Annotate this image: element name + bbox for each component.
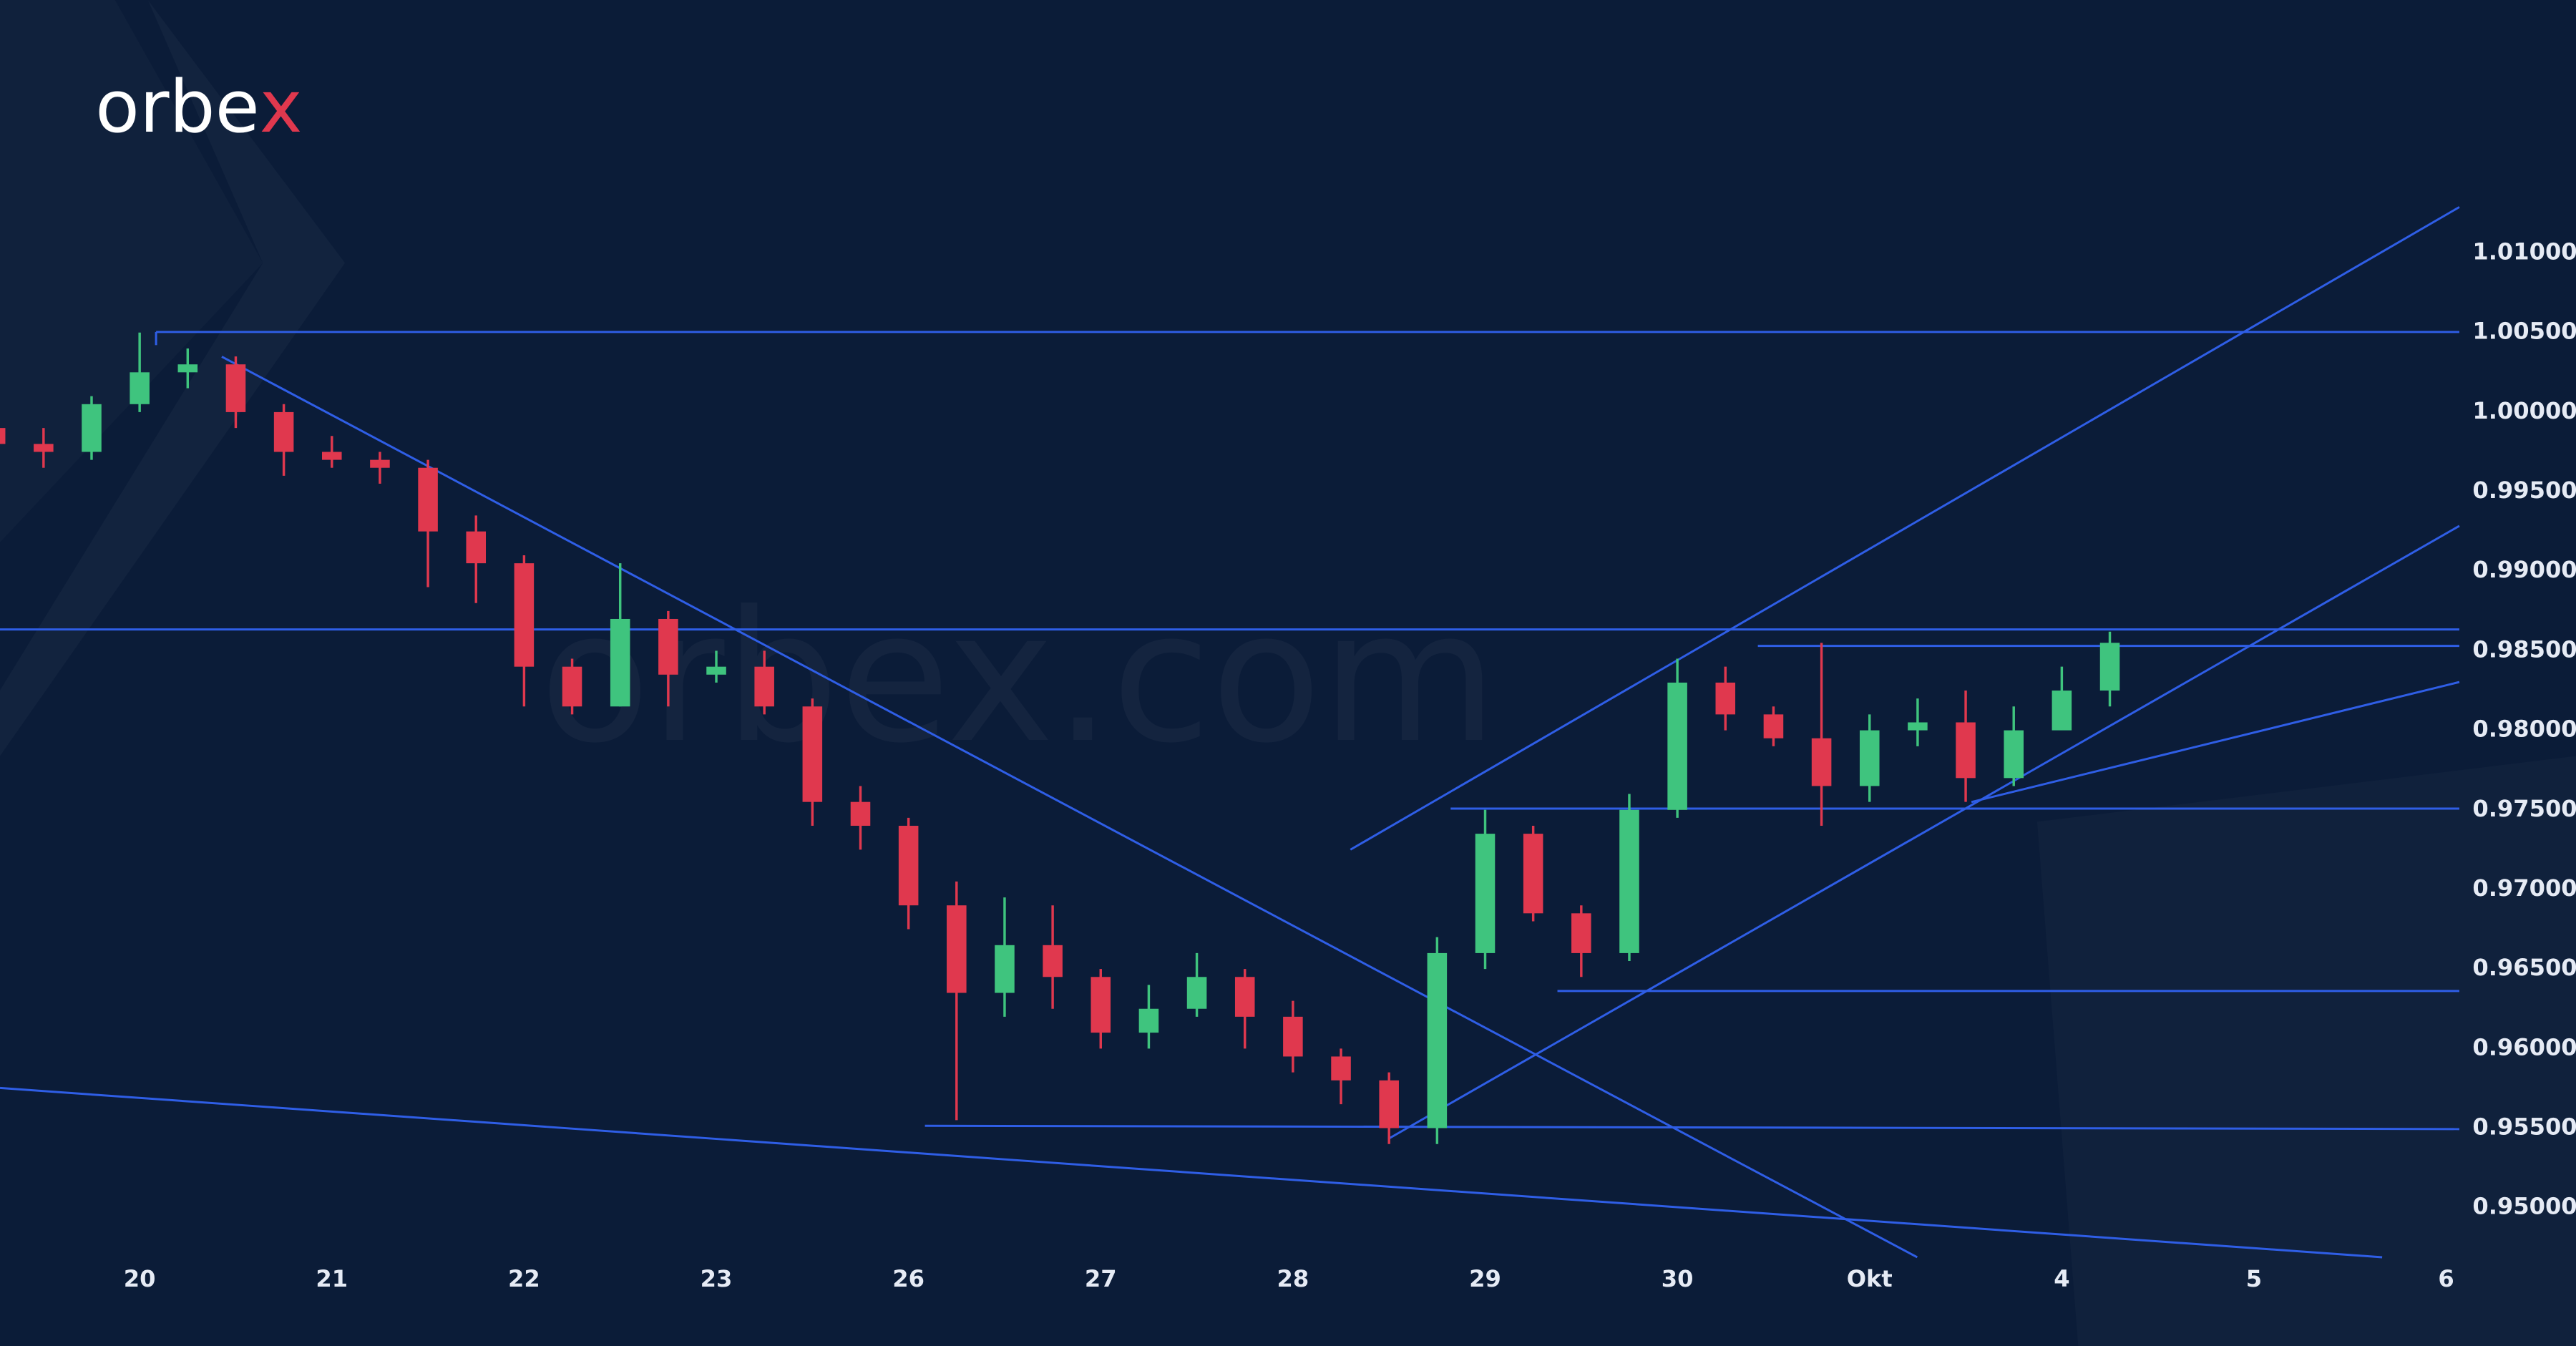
- candle-body: [1571, 913, 1591, 953]
- y-tick-label: 0.98500: [2472, 635, 2576, 663]
- y-tick-label: 0.95000: [2472, 1193, 2576, 1220]
- candle-body: [466, 531, 487, 564]
- x-tick-label: 21: [316, 1265, 348, 1292]
- candle-body: [418, 467, 438, 532]
- candle-body: [850, 801, 871, 826]
- candle-body: [1763, 714, 1784, 738]
- candle-body: [1715, 682, 1736, 715]
- trend-line: [0, 1086, 2383, 1259]
- candle-body: [2099, 643, 2120, 691]
- y-tick-label: 0.96000: [2472, 1033, 2576, 1060]
- candle-body: [1283, 1016, 1303, 1057]
- trend-line: [221, 356, 1918, 1259]
- channel-line: [1350, 206, 2460, 851]
- candle-body: [754, 666, 774, 707]
- candle-body: [82, 404, 102, 452]
- candle-body: [2051, 691, 2072, 731]
- x-tick-label: 23: [701, 1265, 733, 1292]
- candle-body: [370, 459, 390, 468]
- candle-body: [802, 706, 823, 802]
- y-tick-label: 0.98000: [2472, 716, 2576, 743]
- candle-body: [1186, 977, 1207, 1009]
- candle-body: [1234, 977, 1255, 1017]
- candle-body: [1138, 1008, 1159, 1033]
- candle-body: [1667, 682, 1687, 810]
- candle-body: [658, 618, 678, 675]
- y-tick-label: 1.00000: [2472, 397, 2576, 424]
- candle-body: [1811, 738, 1832, 786]
- logo-text: orbe: [95, 64, 260, 149]
- x-tick-label: Okt: [1847, 1265, 1893, 1292]
- x-tick-label: 22: [508, 1265, 540, 1292]
- x-tick-label: 6: [2438, 1265, 2454, 1292]
- x-tick-label: 29: [1469, 1265, 1501, 1292]
- candle-body: [34, 444, 54, 452]
- y-tick-label: 0.97500: [2472, 795, 2576, 822]
- drawing-tools: [0, 206, 2460, 1259]
- candle-body: [947, 905, 967, 993]
- candle-body: [610, 618, 630, 707]
- candle-body: [177, 364, 198, 373]
- candle-body: [514, 563, 535, 667]
- y-tick-label: 1.00500: [2472, 318, 2576, 345]
- candle-body: [225, 364, 246, 412]
- candle-body: [1859, 730, 1880, 786]
- x-tick-label: 30: [1662, 1265, 1694, 1292]
- candle-body: [1331, 1056, 1351, 1081]
- trend-line: [1971, 681, 2460, 804]
- y-tick-label: 0.95500: [2472, 1113, 2576, 1141]
- candle-body: [1619, 809, 1639, 953]
- level-line: [924, 1124, 2459, 1131]
- y-tick-label: 0.97000: [2472, 874, 2576, 902]
- candle-body: [1427, 952, 1448, 1128]
- candle-body: [1091, 977, 1111, 1033]
- logo: orbex: [95, 64, 302, 149]
- y-tick-label: 1.01000: [2472, 238, 2576, 265]
- y-tick-label: 0.99500: [2472, 477, 2576, 504]
- candle-body: [995, 945, 1015, 993]
- x-tick-label: 28: [1277, 1265, 1309, 1292]
- candle-body: [130, 372, 150, 404]
- candle-body: [562, 666, 582, 707]
- candle-body: [1043, 945, 1063, 977]
- watermark: orbex.com: [540, 572, 1498, 783]
- candle-body: [273, 411, 294, 452]
- channel-line: [1387, 525, 2460, 1140]
- x-tick-label: 20: [124, 1265, 156, 1292]
- candle-body: [1523, 834, 1543, 914]
- candle-body: [0, 428, 6, 444]
- candle-body: [1956, 722, 1976, 779]
- candle-body: [1475, 834, 1496, 953]
- y-tick-label: 0.96500: [2472, 954, 2576, 981]
- axes: 0.95000 0.95500 0.96000 0.96500 0.97000 0.975…: [124, 238, 2576, 1293]
- candle-body: [2004, 730, 2024, 779]
- x-tick-label: 27: [1085, 1265, 1117, 1292]
- candle-body: [322, 452, 342, 460]
- candle-body: [898, 826, 919, 906]
- logo-accent: x: [260, 64, 303, 149]
- y-tick-label: 0.99000: [2472, 556, 2576, 583]
- x-tick-label: 5: [2246, 1265, 2262, 1292]
- x-tick-label: 26: [892, 1265, 924, 1292]
- candles: [0, 332, 2120, 1144]
- candle-body: [706, 666, 726, 675]
- candle-body: [1908, 722, 1928, 731]
- candle-body: [1379, 1080, 1399, 1128]
- x-tick-label: 4: [2054, 1265, 2069, 1292]
